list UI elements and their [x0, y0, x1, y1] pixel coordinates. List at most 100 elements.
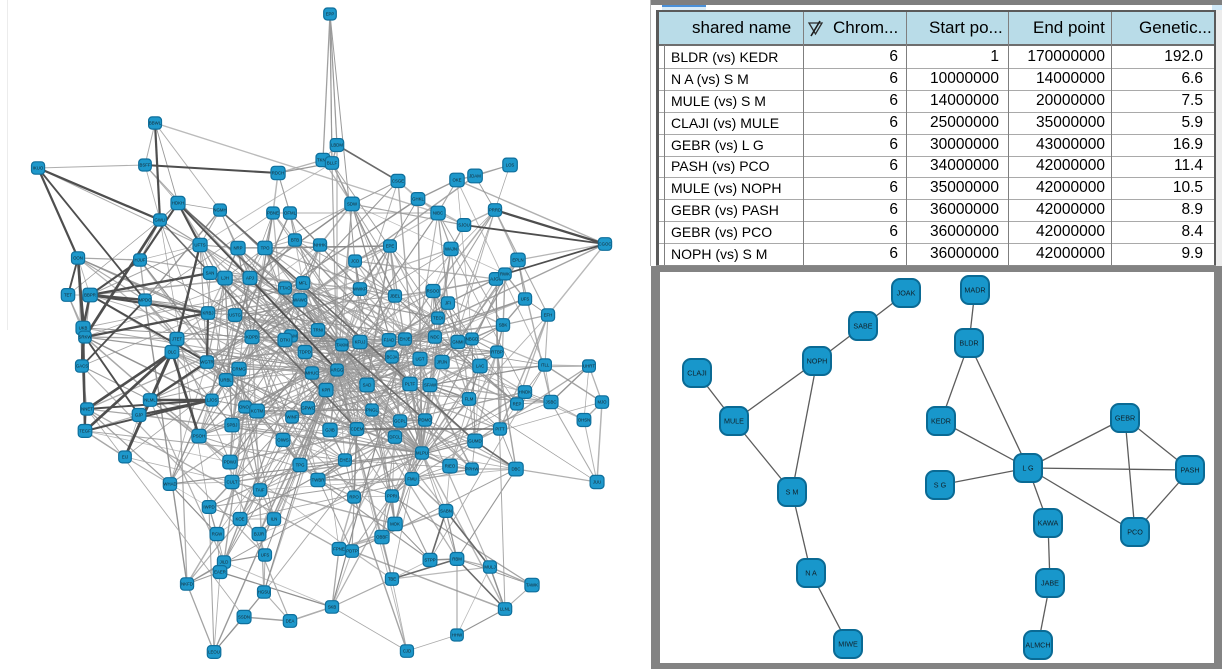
svg-text:RIEO: RIEO	[445, 464, 456, 469]
svg-text:TTAO: TTAO	[279, 286, 291, 291]
svg-text:MULJ: MULJ	[484, 565, 495, 570]
svg-text:LBDM: LBDM	[331, 143, 343, 148]
svg-text:NKFD: NKFD	[181, 582, 193, 587]
svg-text:DBC: DBC	[511, 467, 520, 472]
svg-text:SBK: SBK	[499, 323, 508, 328]
svg-text:OLC: OLC	[168, 350, 177, 355]
svg-text:IWPD: IWPD	[203, 505, 214, 510]
svg-text:HHW: HHW	[452, 633, 463, 638]
svg-text:EPE: EPE	[386, 244, 395, 249]
svg-text:ARGG: ARGG	[331, 368, 344, 373]
svg-text:JSBC: JSBC	[546, 400, 557, 405]
svg-text:REP: REP	[513, 402, 522, 407]
svg-text:LJH: LJH	[221, 276, 229, 281]
svg-text:FPNE: FPNE	[333, 547, 345, 552]
svg-text:TAWK: TAWK	[526, 583, 538, 588]
svg-text:PDTP: PDTP	[346, 549, 358, 554]
svg-text:WAWC: WAWC	[293, 298, 307, 303]
svg-text:L G: L G	[1022, 464, 1034, 473]
svg-text:NNET: NNET	[81, 407, 93, 412]
svg-text:FJAD: FJAD	[384, 338, 395, 343]
svg-text:TBE: TBE	[388, 577, 396, 582]
svg-text:JRJN: JRJN	[437, 360, 448, 365]
svg-text:UHRT: UHRT	[583, 364, 595, 369]
svg-text:UFS: UFS	[261, 553, 270, 558]
svg-text:MPDO: MPDO	[139, 298, 153, 303]
svg-text:SKB: SKB	[328, 605, 337, 610]
svg-text:ALMCH: ALMCH	[1025, 641, 1050, 650]
svg-text:MULE: MULE	[724, 417, 744, 426]
svg-text:TDPD: TDPD	[299, 350, 311, 355]
svg-text:TPO: TPO	[261, 246, 270, 251]
svg-text:HGSU: HGSU	[258, 590, 270, 595]
svg-text:BBPR: BBPR	[84, 293, 96, 298]
svg-text:NOPH: NOPH	[807, 357, 828, 366]
svg-text:UFS: UFS	[521, 297, 530, 302]
svg-text:JABE: JABE	[1041, 579, 1059, 588]
svg-text:S M: S M	[786, 488, 799, 497]
svg-text:S G: S G	[934, 481, 947, 490]
svg-text:SRKW: SRKW	[79, 335, 93, 340]
svg-text:EIJ: EIJ	[122, 455, 128, 460]
svg-text:TAIF: TAIF	[256, 488, 265, 493]
svg-text:LJOS: LJOS	[207, 398, 218, 403]
svg-text:TEOI: TEOI	[433, 316, 443, 321]
svg-text:GEBR: GEBR	[1115, 414, 1135, 423]
svg-text:RTBP: RTBP	[491, 350, 503, 355]
svg-text:JUU: JUU	[593, 480, 601, 485]
svg-text:PDWJ: PDWJ	[224, 460, 236, 465]
svg-text:OIWS: OIWS	[277, 438, 289, 443]
svg-text:BSFF: BSFF	[140, 163, 151, 168]
svg-text:CULT: CULT	[227, 480, 238, 485]
svg-text:EAER: EAER	[214, 570, 226, 575]
svg-text:WAJN: WAJN	[445, 247, 457, 252]
svg-text:FLM: FLM	[465, 397, 474, 402]
svg-text:OON: OON	[73, 256, 83, 261]
svg-text:SABE: SABE	[853, 322, 872, 331]
svg-text:KEDR: KEDR	[931, 417, 951, 426]
svg-text:PPRI: PPRI	[387, 494, 397, 499]
svg-text:GJP: GJP	[135, 413, 143, 418]
svg-text:BBWL: BBWL	[149, 121, 162, 126]
svg-text:HDKH: HDKH	[172, 201, 184, 206]
svg-text:NDC: NDC	[430, 335, 439, 340]
svg-text:MIWE: MIWE	[838, 640, 858, 649]
svg-text:OBBF: OBBF	[376, 535, 388, 540]
svg-text:GHKL: GHKL	[412, 197, 424, 202]
svg-text:KDPB: KDPB	[246, 335, 258, 340]
svg-text:KCTM: KCTM	[251, 409, 264, 414]
svg-text:JILD: JILD	[220, 560, 229, 565]
svg-text:NIBC: NIBC	[433, 211, 443, 216]
svg-text:OHSN: OHSN	[578, 418, 590, 423]
svg-text:PLTF: PLTF	[405, 382, 416, 387]
svg-text:PITT: PITT	[495, 427, 505, 432]
svg-text:EPP: EPP	[326, 12, 335, 17]
svg-text:PASH: PASH	[1180, 466, 1199, 475]
svg-text:STPP: STPP	[424, 558, 435, 563]
svg-text:MJO: MJO	[597, 400, 607, 405]
svg-text:MFL: MFL	[299, 281, 308, 286]
svg-text:WGTR: WGTR	[200, 360, 213, 365]
svg-text:EHJE: EHJE	[400, 337, 411, 342]
svg-text:KOE: KOE	[235, 517, 244, 522]
svg-text:LEOU: LEOU	[208, 650, 220, 655]
svg-text:NRP: NRP	[233, 246, 242, 251]
svg-text:MADR: MADR	[964, 286, 985, 295]
svg-text:GJIB: GJIB	[325, 428, 335, 433]
svg-text:MLPU: MLPU	[416, 451, 428, 456]
svg-text:PRRD: PRRD	[489, 208, 501, 213]
svg-text:ITLL: ITLL	[541, 363, 550, 368]
svg-text:USTG: USTG	[229, 313, 242, 318]
svg-text:GACS: GACS	[76, 364, 88, 369]
svg-text:MHUC: MHUC	[306, 371, 319, 376]
svg-text:HNDK: HNDK	[519, 390, 531, 395]
svg-text:PCO: PCO	[1127, 528, 1143, 537]
svg-text:UKB: UKB	[79, 326, 88, 331]
svg-text:DEA: DEA	[286, 619, 295, 624]
svg-text:GCPL: GCPL	[394, 419, 406, 424]
svg-text:CSGE: CSGE	[392, 179, 404, 184]
svg-text:KFUJ: KFUJ	[355, 340, 366, 345]
svg-text:TKNG: TKNG	[317, 158, 330, 163]
svg-text:JDAM: JDAM	[469, 174, 481, 179]
svg-text:CGOC: CGOC	[599, 242, 612, 247]
